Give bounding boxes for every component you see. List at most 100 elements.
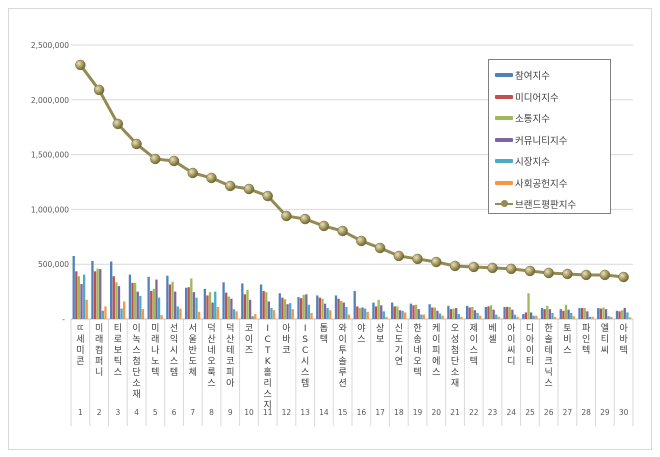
bar-커뮤니티지수 bbox=[323, 303, 327, 319]
bar-미디어지수 bbox=[93, 271, 97, 319]
chart-legend: 참여지수 미디어지수 소통지수 커뮤니티지수 시장지수 사회공헌지수 브랜드평판지수 bbox=[488, 59, 611, 214]
bar-사회공헌지수 bbox=[628, 317, 632, 319]
bar-사회공헌지수 bbox=[478, 315, 482, 319]
rank-label: 20 bbox=[432, 408, 442, 417]
bar-사회공헌지수 bbox=[254, 314, 257, 319]
line-marker bbox=[187, 167, 199, 179]
rank-label: 2 bbox=[97, 408, 102, 417]
bar-사회공헌지수 bbox=[197, 311, 201, 319]
bar-참여지수 bbox=[184, 287, 188, 319]
bar-소통지수 bbox=[583, 308, 586, 319]
bar-시장지수 bbox=[176, 306, 179, 319]
bar-미디어지수 bbox=[206, 295, 209, 319]
bar-소통지수 bbox=[508, 306, 511, 319]
legend-item: 미디어지수 bbox=[495, 90, 559, 104]
legend-label: 시장지수 bbox=[515, 157, 550, 168]
bar-사회공헌지수 bbox=[404, 312, 407, 319]
y-tick-label: 1,500,000 bbox=[31, 151, 69, 160]
bar-사회공헌지수 bbox=[141, 309, 145, 319]
bar-커뮤니티지수 bbox=[361, 307, 364, 319]
bar-시장지수 bbox=[532, 315, 535, 319]
bar-참여지수 bbox=[91, 260, 94, 319]
bar-미디어지수 bbox=[168, 284, 172, 319]
bar-커뮤니티지수 bbox=[398, 310, 402, 319]
rank-label: 5 bbox=[153, 408, 158, 417]
line-marker bbox=[562, 268, 573, 280]
legend-swatch-icon bbox=[495, 94, 513, 99]
line-marker bbox=[168, 155, 180, 167]
bar-참여지수 bbox=[391, 302, 394, 319]
rank-label: 18 bbox=[394, 408, 404, 417]
line-marker bbox=[468, 261, 480, 273]
bar-참여지수 bbox=[259, 284, 263, 319]
line-marker bbox=[337, 225, 348, 237]
bar-소통지수 bbox=[340, 300, 343, 319]
legend-swatch-icon bbox=[495, 116, 513, 120]
bar-시장지수 bbox=[457, 314, 460, 319]
y-tick-label: 2,500,000 bbox=[31, 41, 69, 50]
bar-참여지수 bbox=[334, 295, 338, 319]
rank-label: 19 bbox=[413, 408, 423, 417]
bar-참여지수 bbox=[241, 283, 244, 319]
bar-사회공헌지수 bbox=[572, 316, 575, 319]
bar-커뮤니티지수 bbox=[604, 309, 608, 319]
bar-시장지수 bbox=[588, 316, 592, 319]
bar-사회공헌지수 bbox=[385, 316, 388, 319]
line-marker bbox=[412, 253, 423, 265]
line-marker bbox=[599, 269, 611, 281]
bar-미디어지수 bbox=[150, 291, 153, 319]
bar-미디어지수 bbox=[412, 305, 415, 319]
bar-시장지수 bbox=[476, 312, 479, 319]
bar-사회공헌지수 bbox=[366, 311, 369, 319]
bar-미디어지수 bbox=[393, 306, 396, 319]
bar-커뮤니티지수 bbox=[248, 299, 252, 319]
bar-사회공헌지수 bbox=[104, 306, 107, 319]
bar-커뮤니티지수 bbox=[529, 312, 533, 319]
bar-소통지수 bbox=[246, 289, 249, 319]
bar-참여지수 bbox=[353, 291, 356, 319]
bar-참여지수 bbox=[316, 295, 319, 319]
line-marker bbox=[131, 138, 142, 150]
bar-소통지수 bbox=[564, 304, 568, 319]
line-marker-icon bbox=[495, 200, 513, 207]
rank-label: 7 bbox=[190, 408, 195, 417]
y-tick-label: 2,000,000 bbox=[31, 96, 69, 105]
bar-시장지수 bbox=[626, 312, 629, 319]
bar-미디어지수 bbox=[75, 271, 78, 319]
bar-사회공헌지수 bbox=[329, 310, 332, 319]
bar-소통지수 bbox=[152, 288, 155, 319]
bar-커뮤니티지수 bbox=[174, 291, 177, 319]
bar-참여지수 bbox=[222, 282, 225, 319]
bar-사회공헌지수 bbox=[441, 315, 444, 319]
line-marker bbox=[505, 263, 517, 275]
bar-미디어지수 bbox=[131, 282, 134, 319]
bar-커뮤니티지수 bbox=[267, 301, 270, 319]
bar-커뮤니티지수 bbox=[623, 308, 626, 319]
bar-사회공헌지수 bbox=[85, 299, 88, 319]
bar-시장지수 bbox=[289, 303, 292, 319]
rank-label: 9 bbox=[228, 408, 233, 417]
bar-미디어지수 bbox=[374, 306, 378, 319]
legend-item: 소통지수 bbox=[495, 111, 550, 125]
rank-label: 10 bbox=[244, 408, 254, 417]
bar-커뮤니티지수 bbox=[586, 311, 589, 319]
rank-label: 25 bbox=[525, 408, 535, 417]
bar-커뮤니티지수 bbox=[473, 310, 477, 319]
line-marker bbox=[543, 267, 554, 279]
bar-미디어지수 bbox=[468, 307, 471, 319]
bar-커뮤니티지수 bbox=[99, 269, 102, 319]
bar-사회공헌지수 bbox=[497, 316, 500, 319]
y-tick-label: 500,000 bbox=[38, 260, 69, 269]
